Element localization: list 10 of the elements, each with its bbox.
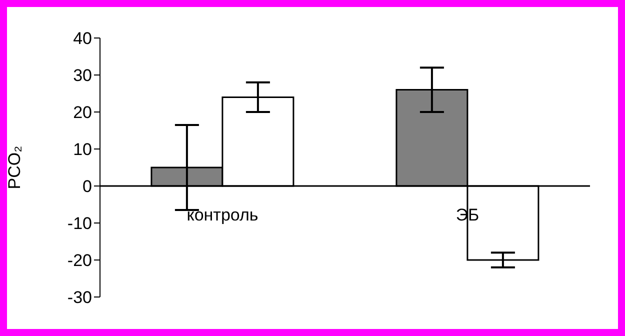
y-tick-label: -30: [67, 288, 92, 308]
y-tick-label: 0: [82, 177, 92, 196]
y-tick-label: 30: [73, 66, 92, 86]
y-tick-label: 40: [73, 29, 92, 48]
y-axis-title: PCO₂: [5, 146, 24, 190]
y-tick-label: 10: [73, 140, 92, 160]
y-tick-label: 20: [73, 103, 92, 122]
x-tick-label: контроль: [186, 206, 258, 225]
y-tick-label: -10: [67, 214, 92, 234]
y-tick-label: -20: [67, 251, 92, 270]
